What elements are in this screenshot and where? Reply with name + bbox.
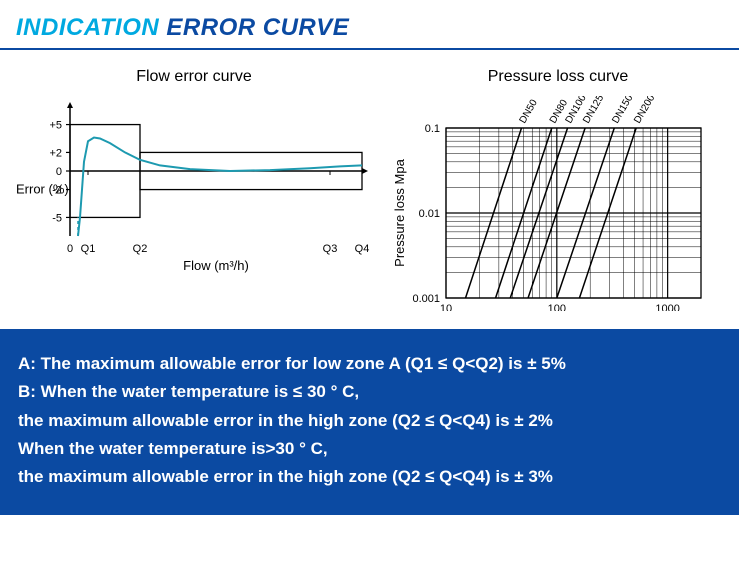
svg-text:1000: 1000 <box>655 303 679 311</box>
svg-text:DN150: DN150 <box>610 96 635 126</box>
svg-text:0: 0 <box>56 166 62 178</box>
svg-text:Q3: Q3 <box>323 243 338 255</box>
pressure-loss-svg: 1010010000.0010.010.1DN50DN80DN100DN125D… <box>388 96 728 311</box>
page-heading: INDICATION ERROR CURVE <box>0 0 739 50</box>
desc-line-2: the maximum allowable error in the high … <box>18 408 721 434</box>
svg-text:10: 10 <box>440 303 452 311</box>
svg-text:0.01: 0.01 <box>419 208 440 220</box>
description-block: A: The maximum allowable error for low z… <box>0 329 739 515</box>
desc-line-1: B: When the water temperature is ≤ 30 ° … <box>18 379 721 405</box>
svg-text:Q1: Q1 <box>81 243 96 255</box>
desc-line-0: A: The maximum allowable error for low z… <box>18 351 721 377</box>
pressure-loss-chart: Pressure loss curve 10 100 1000 0.001 0.01 0.… <box>388 68 728 311</box>
svg-text:0.1: 0.1 <box>425 123 440 135</box>
svg-text:DN200: DN200 <box>632 96 657 126</box>
svg-text:+2: +2 <box>49 147 62 159</box>
svg-text:+5: +5 <box>49 120 62 132</box>
svg-text:Flow (m³/h): Flow (m³/h) <box>183 258 249 273</box>
flow-error-svg: +5+20-2-50Q1Q2Q3Q4Error (%)Flow (m³/h) <box>14 96 374 296</box>
svg-text:Pressure loss Mpa: Pressure loss Mpa <box>392 158 407 266</box>
heading-rest: ERROR CURVE <box>166 14 349 41</box>
svg-text:DN50: DN50 <box>518 97 541 125</box>
svg-text:0.001: 0.001 <box>412 293 440 305</box>
charts-row: Flow error curve +5+20-2-50Q1Q2Q3Q4Error… <box>0 50 739 329</box>
desc-line-3: When the water temperature is>30 ° C, <box>18 436 721 462</box>
desc-line-4: the maximum allowable error in the high … <box>18 464 721 490</box>
svg-text:Q2: Q2 <box>133 243 148 255</box>
svg-text:-5: -5 <box>52 212 62 224</box>
svg-text:100: 100 <box>548 303 566 311</box>
flow-error-chart: Flow error curve +5+20-2-50Q1Q2Q3Q4Error… <box>14 68 374 296</box>
svg-text:Q4: Q4 <box>355 243 370 255</box>
svg-text:0: 0 <box>67 243 73 255</box>
pressure-loss-title: Pressure loss curve <box>388 68 728 86</box>
heading-word1: INDICATION <box>16 14 159 41</box>
svg-text:Error (%): Error (%) <box>16 182 69 197</box>
flow-error-title: Flow error curve <box>14 68 374 86</box>
